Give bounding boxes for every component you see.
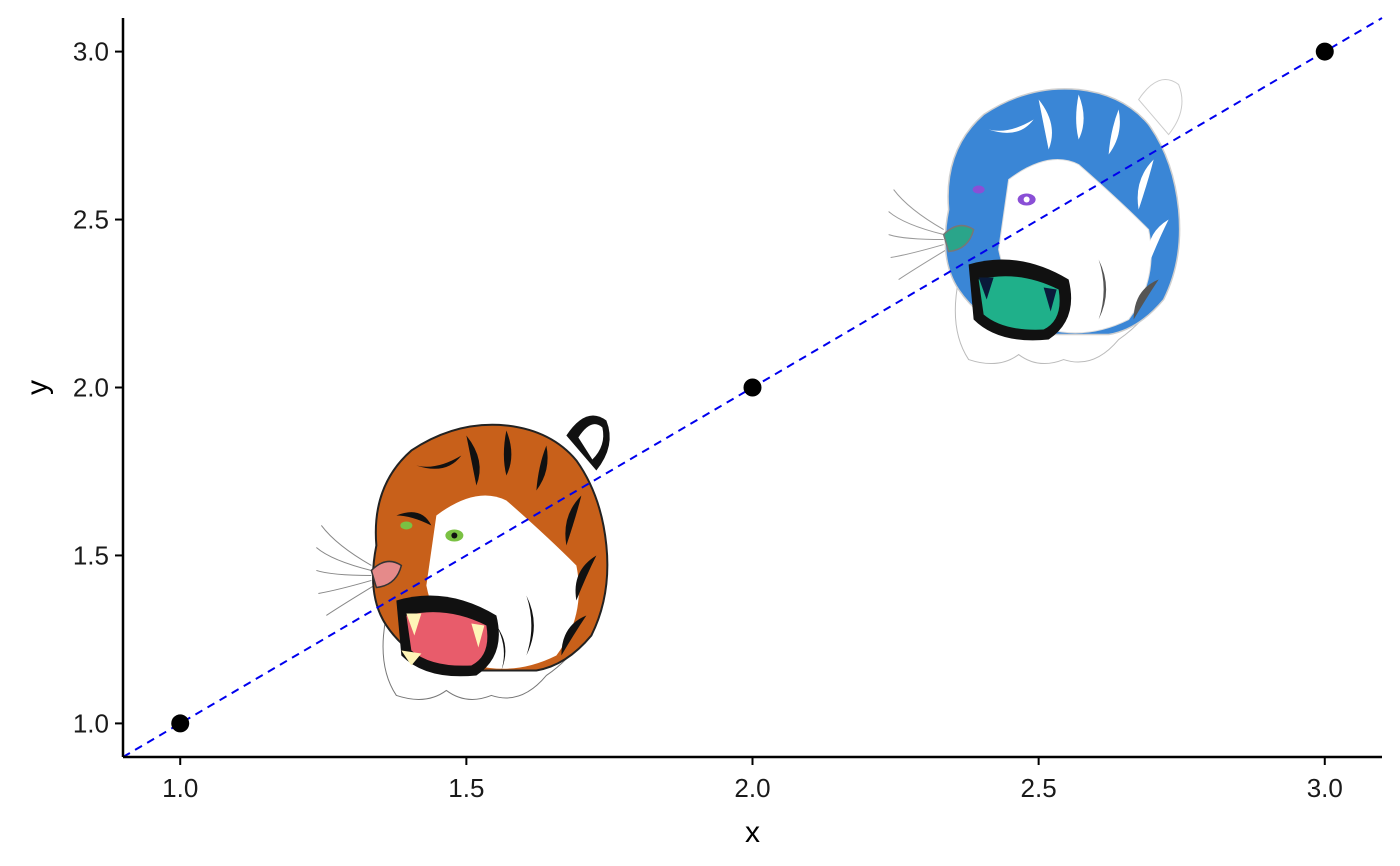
axis-labels: 1.0 1.5 2.0 2.5 3.0 1.0 1.5 2.0 2.5 3.0 x y: [21, 37, 1343, 849]
x-tick-label-5: 3.0: [1307, 773, 1343, 803]
y-axis-title: y: [21, 380, 54, 395]
x-tick-label-2: 1.5: [448, 773, 484, 803]
data-point-1: [171, 714, 190, 733]
x-tick-label-1: 1.0: [162, 773, 198, 803]
y-tick-label-1: 1.0: [73, 708, 109, 738]
x-axis-title: x: [745, 816, 760, 849]
data-points: [171, 42, 1334, 733]
y-tick-label-2: 1.5: [73, 540, 109, 570]
y-tick-label-3: 2.0: [73, 373, 109, 403]
axes: [115, 18, 1382, 765]
y-tick-label-4: 2.5: [73, 205, 109, 235]
data-point-3: [1315, 42, 1334, 61]
data-point-2: [743, 378, 762, 397]
x-tick-label-4: 2.5: [1021, 773, 1057, 803]
x-tick-label-3: 2.0: [734, 773, 770, 803]
y-tick-label-5: 3.0: [73, 37, 109, 67]
